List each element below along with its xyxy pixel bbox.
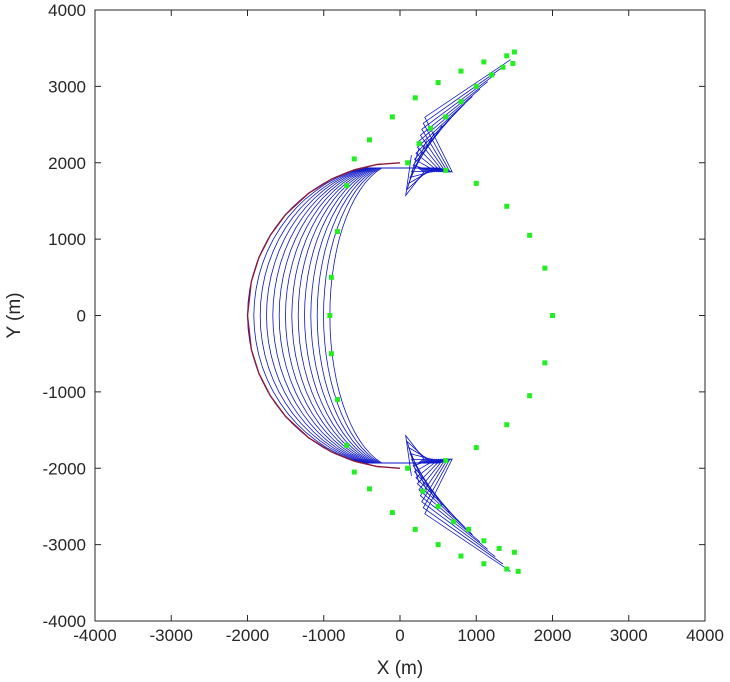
x-tick-labels: -4000 -3000 -2000 -1000 0 1000 2000 3000 4000 — [73, 626, 724, 645]
fan-curve — [323, 147, 427, 484]
series-marker — [504, 566, 510, 572]
y-tick-label: 2000 — [48, 154, 86, 173]
series-line — [246, 162, 401, 469]
fan-curve — [304, 125, 443, 506]
series-marker — [389, 510, 395, 516]
x-tick-label: -3000 — [150, 626, 193, 645]
y-tick-label: 3000 — [48, 77, 86, 96]
x-tick-label: 4000 — [686, 626, 724, 645]
fan-curve — [285, 103, 466, 528]
series-marker — [367, 486, 372, 492]
series-marker — [443, 458, 449, 464]
x-axis-title: X (m) — [377, 658, 423, 679]
series-marker — [511, 549, 517, 555]
fan-curve — [272, 88, 481, 543]
series-marker — [405, 160, 411, 166]
fan-curve — [266, 81, 488, 550]
series-marker — [412, 95, 418, 101]
fan-curve — [259, 73, 496, 558]
series-marker — [473, 83, 479, 89]
y-tick-label: -3000 — [43, 536, 86, 555]
series-marker — [328, 274, 334, 280]
series-marker — [344, 442, 350, 448]
x-tick-label: 3000 — [610, 626, 648, 645]
series-marker — [334, 228, 340, 234]
series-marker — [435, 542, 441, 548]
fan-curve — [291, 110, 458, 521]
y-axis-title: Y (m) — [4, 292, 25, 338]
fan-curve — [253, 66, 504, 565]
x-tick-label: 2000 — [534, 626, 572, 645]
series-marker — [473, 445, 479, 451]
series-marker — [443, 167, 449, 173]
series-marker — [473, 180, 479, 186]
series-marker — [389, 114, 395, 120]
tick-marks-group — [94, 9, 706, 622]
x-tick-label: -4000 — [73, 626, 116, 645]
series-marker — [550, 313, 555, 318]
series-group — [246, 49, 555, 574]
series-marker — [511, 49, 517, 55]
series-marker — [450, 519, 456, 525]
series-marker — [504, 53, 510, 59]
series-marker — [435, 503, 441, 509]
series-marker — [527, 393, 533, 399]
y-tick-label: -1000 — [43, 383, 86, 402]
series-marker — [405, 465, 411, 471]
x-tick-label: -1000 — [302, 626, 345, 645]
series-marker — [481, 59, 487, 65]
series-marker — [334, 397, 340, 403]
series-marker — [481, 561, 487, 567]
series-marker — [458, 68, 464, 74]
y-tick-label: -2000 — [43, 459, 86, 478]
x-tick-label: 1000 — [457, 626, 495, 645]
plot-area — [94, 9, 706, 622]
series-marker — [351, 156, 357, 162]
y-tick-label: 4000 — [48, 1, 86, 20]
series-marker — [420, 488, 426, 494]
series-marker — [500, 64, 506, 70]
series-marker — [496, 545, 502, 551]
y-tick-label: -4000 — [43, 612, 86, 631]
fan-curve — [278, 96, 473, 535]
series-marker — [443, 114, 449, 120]
series-marker — [527, 232, 533, 238]
series-marker — [542, 360, 548, 366]
series-marker — [351, 469, 357, 475]
series-marker — [328, 351, 334, 357]
series-marker — [344, 183, 350, 189]
x-tick-label: 0 — [395, 626, 404, 645]
fan-curve — [297, 118, 450, 513]
y-tick-label: 1000 — [48, 230, 86, 249]
fan-curve — [310, 132, 435, 499]
series-marker — [428, 125, 433, 131]
series-marker — [481, 538, 487, 544]
series-marker — [412, 526, 418, 532]
series-marker — [416, 141, 422, 147]
series-marker — [542, 265, 548, 271]
series-marker — [510, 60, 516, 66]
series-marker — [504, 203, 510, 209]
series-marker — [458, 99, 464, 105]
fan-curve — [316, 140, 430, 491]
y-tick-labels: -4000 -3000 -2000 -1000 0 1000 2000 3000 4000 — [43, 1, 86, 631]
series-marker — [458, 553, 464, 559]
y-tick-label: 0 — [77, 307, 86, 326]
series-marker — [435, 80, 441, 86]
series-marker — [367, 137, 372, 143]
series-marker — [504, 422, 510, 428]
series-marker — [466, 526, 472, 532]
series-marker — [327, 313, 333, 318]
series-marker — [515, 568, 521, 574]
series-marker — [489, 72, 494, 78]
x-tick-label: -2000 — [226, 626, 269, 645]
